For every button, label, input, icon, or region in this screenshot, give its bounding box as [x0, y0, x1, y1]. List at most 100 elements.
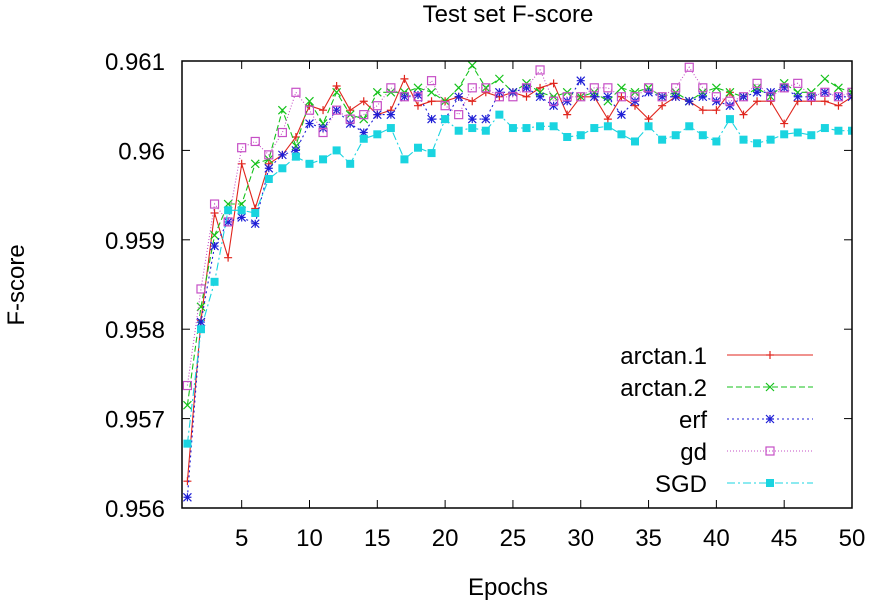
- data-point: [305, 159, 314, 168]
- data-point: [277, 150, 287, 160]
- x-tick-label: 30: [567, 525, 594, 552]
- data-point: [426, 76, 437, 86]
- data-point: [603, 96, 613, 106]
- data-point: [589, 92, 599, 102]
- data-point: [400, 74, 409, 83]
- data-point: [698, 92, 708, 102]
- data-point: [536, 122, 545, 131]
- data-point: [725, 87, 735, 97]
- data-point: [359, 97, 368, 106]
- series-line: [186, 66, 852, 386]
- data-point: [454, 92, 464, 102]
- series-layer: [182, 61, 852, 502]
- data-point: [698, 106, 707, 115]
- data-point: [820, 87, 830, 97]
- data-point: [766, 92, 776, 102]
- legend-item: SGD: [655, 471, 813, 498]
- x-tick-label: 45: [771, 525, 798, 552]
- data-point: [494, 92, 504, 102]
- data-point: [210, 230, 219, 240]
- data-point: [576, 92, 586, 102]
- data-point: [685, 122, 694, 131]
- data-point: [820, 124, 829, 133]
- data-point: [372, 101, 382, 111]
- data-point: [576, 76, 586, 86]
- data-point: [224, 206, 233, 215]
- chart-title: Test set F-score: [423, 1, 594, 28]
- legend-label: arctan.2: [620, 375, 707, 402]
- data-point: [753, 97, 762, 106]
- data-point: [793, 87, 803, 97]
- data-point: [224, 253, 233, 262]
- data-point: [481, 114, 491, 124]
- data-point: [793, 92, 803, 102]
- y-tick-label: 0.957: [105, 407, 165, 434]
- series-gd: [182, 62, 852, 391]
- legend-item: erf: [679, 407, 813, 434]
- data-point: [481, 83, 491, 93]
- data-point: [630, 92, 640, 102]
- data-point: [617, 110, 626, 120]
- y-tick-label: 0.958: [105, 317, 165, 344]
- data-point: [196, 325, 205, 334]
- data-point: [725, 96, 735, 106]
- data-point: [372, 87, 382, 97]
- data-point: [359, 110, 369, 120]
- data-point: [319, 106, 328, 115]
- data-point: [643, 83, 654, 93]
- data-point: [820, 97, 829, 106]
- legend-marker: [765, 446, 775, 456]
- data-point: [563, 110, 572, 119]
- y-tick-label: 0.959: [105, 228, 165, 255]
- data-point: [305, 96, 314, 106]
- data-point: [481, 126, 490, 135]
- data-point: [766, 135, 775, 144]
- data-point: [427, 149, 436, 158]
- data-point: [657, 92, 667, 102]
- data-point: [562, 92, 572, 102]
- data-point: [427, 97, 436, 106]
- x-tick-label: 40: [703, 525, 730, 552]
- legend-item: arctan.1: [620, 343, 813, 370]
- data-point: [386, 110, 396, 120]
- data-point: [454, 126, 463, 135]
- data-point: [468, 97, 477, 106]
- data-point: [468, 124, 477, 133]
- data-point: [467, 61, 477, 70]
- data-point: [630, 137, 639, 146]
- data-point: [413, 92, 423, 102]
- legend-item: gd: [680, 439, 813, 466]
- legend-label: arctan.1: [620, 343, 707, 370]
- data-point: [508, 92, 518, 102]
- data-point: [318, 127, 328, 138]
- data-point: [644, 122, 653, 131]
- data-point: [277, 105, 287, 115]
- data-point: [278, 164, 287, 173]
- data-point: [372, 110, 382, 120]
- data-point: [277, 127, 287, 138]
- data-point: [399, 92, 410, 102]
- data-point: [400, 155, 409, 164]
- data-point: [847, 87, 852, 97]
- data-point: [712, 137, 721, 146]
- data-point: [738, 92, 749, 102]
- data-point: [603, 115, 612, 124]
- data-point: [345, 114, 355, 124]
- y-tick-label: 0.96: [118, 138, 165, 165]
- data-point: [237, 213, 247, 222]
- data-point: [833, 92, 844, 102]
- data-point: [237, 159, 246, 168]
- x-tick-label: 20: [432, 525, 459, 552]
- data-point: [779, 83, 789, 93]
- data-point: [671, 83, 681, 93]
- data-point: [413, 90, 423, 100]
- data-point: [467, 114, 477, 124]
- legend-label: gd: [680, 439, 707, 466]
- x-axis-label: Epochs: [468, 574, 548, 601]
- data-point: [779, 83, 789, 93]
- data-point: [264, 150, 274, 160]
- data-point: [739, 92, 748, 102]
- data-point: [237, 143, 247, 153]
- data-point: [739, 135, 748, 144]
- data-point: [386, 83, 396, 93]
